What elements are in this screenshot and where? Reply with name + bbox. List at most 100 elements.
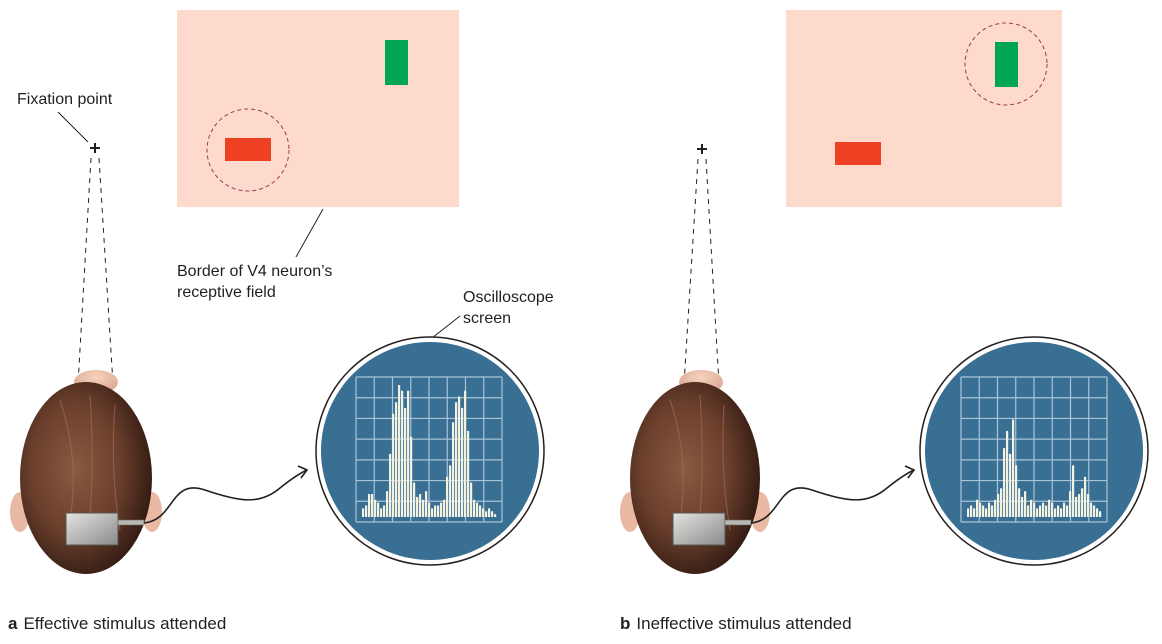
caption-b-letter: b bbox=[620, 614, 631, 633]
spike-histogram-bar bbox=[425, 491, 428, 517]
fixation-cross-a bbox=[90, 143, 100, 153]
caption-b-text: Ineffective stimulus attended bbox=[636, 614, 852, 633]
spike-histogram-bar bbox=[1081, 488, 1084, 517]
spike-histogram-bar bbox=[443, 499, 446, 517]
panel-a bbox=[10, 10, 545, 574]
spike-histogram-bar bbox=[1039, 505, 1042, 517]
cable-arrowhead-a bbox=[297, 465, 309, 479]
spike-histogram-bar bbox=[982, 505, 985, 517]
spike-histogram-bar bbox=[458, 396, 461, 517]
spike-histogram-bar bbox=[1003, 448, 1006, 517]
spike-histogram-bar bbox=[428, 502, 431, 517]
spike-histogram-bar bbox=[991, 505, 994, 517]
spike-histogram-bar bbox=[1012, 419, 1015, 517]
spike-histogram-bar bbox=[431, 508, 434, 517]
spike-histogram-bar bbox=[434, 505, 437, 517]
spike-histogram-bar bbox=[413, 482, 416, 517]
spike-histogram-bar bbox=[970, 505, 973, 517]
spike-histogram-bar bbox=[997, 494, 1000, 517]
red-stimulus-b bbox=[835, 142, 881, 165]
spike-histogram-bar bbox=[1006, 430, 1009, 517]
monkey-head-a bbox=[10, 370, 162, 574]
spike-histogram-bar bbox=[422, 499, 425, 517]
spike-histogram-bar bbox=[1087, 494, 1090, 517]
spike-histogram-bar bbox=[470, 482, 473, 517]
spike-histogram-bar bbox=[1096, 508, 1099, 517]
spike-histogram-bar bbox=[401, 390, 404, 517]
spike-histogram-bar bbox=[1030, 499, 1033, 517]
spike-histogram-bar bbox=[467, 430, 470, 517]
cable-a bbox=[143, 469, 308, 524]
oscilloscope-screen-a bbox=[315, 336, 545, 566]
recording-electrode-a bbox=[65, 512, 145, 546]
spike-histogram-bar bbox=[446, 476, 449, 517]
spike-histogram-bar bbox=[380, 508, 383, 517]
spike-histogram-bar bbox=[1033, 502, 1036, 517]
oscilloscope-screen-b bbox=[919, 336, 1149, 566]
spike-histogram-bar bbox=[395, 402, 398, 517]
gaze-line-left-a bbox=[77, 157, 92, 385]
spike-histogram-bar bbox=[1099, 511, 1102, 517]
spike-histogram-bar bbox=[365, 505, 368, 517]
spike-histogram-bar bbox=[1072, 465, 1075, 517]
green-stimulus-a bbox=[385, 40, 408, 85]
spike-histogram-bar bbox=[994, 499, 997, 517]
spike-histogram-bar bbox=[1045, 505, 1048, 517]
spike-histogram-bar bbox=[973, 508, 976, 517]
receptive-field-label-line1: Border of V4 neuron’s bbox=[177, 263, 333, 280]
spike-histogram-bar bbox=[461, 407, 464, 517]
spike-histogram-bar bbox=[1015, 465, 1018, 517]
spike-histogram-bar bbox=[979, 502, 982, 517]
spike-histogram-bar bbox=[362, 508, 365, 517]
spike-histogram-bar bbox=[1048, 499, 1051, 517]
spike-histogram-bar bbox=[485, 511, 488, 517]
oscilloscope-label-line1: Oscilloscope bbox=[463, 289, 554, 306]
spike-histogram-bar bbox=[482, 508, 485, 517]
recording-electrode-b bbox=[672, 512, 752, 546]
spike-histogram-bar bbox=[455, 402, 458, 517]
spike-histogram-bar bbox=[1093, 505, 1096, 517]
spike-histogram-bar bbox=[1018, 488, 1021, 517]
spike-histogram-bar bbox=[398, 385, 401, 517]
spike-histogram-bar bbox=[374, 499, 377, 517]
spike-histogram-bar bbox=[464, 390, 467, 517]
oscilloscope-label-line2: screen bbox=[463, 310, 512, 327]
caption-a-letter: a bbox=[8, 614, 18, 633]
spike-histogram-bar bbox=[1069, 491, 1072, 517]
fixation-point-label: Fixation point bbox=[17, 91, 113, 108]
spike-histogram-bar bbox=[452, 422, 455, 517]
visual-display-a bbox=[177, 10, 459, 207]
spike-histogram-bar bbox=[1021, 496, 1024, 517]
spike-histogram-bar bbox=[407, 390, 410, 517]
spike-histogram-bar bbox=[1054, 508, 1057, 517]
spike-histogram-bar bbox=[419, 494, 422, 517]
receptive-field-label-line2: receptive field bbox=[177, 284, 276, 301]
spike-histogram-bar bbox=[1036, 508, 1039, 517]
spike-histogram-bar bbox=[1084, 476, 1087, 517]
gaze-line-right-a bbox=[98, 157, 114, 385]
receptive-field-border-a bbox=[206, 108, 290, 192]
spike-histogram-bar bbox=[985, 508, 988, 517]
spike-histogram-bar bbox=[1009, 453, 1012, 517]
spike-histogram-bar bbox=[1051, 502, 1054, 517]
spike-histogram-bar bbox=[377, 502, 380, 517]
oscilloscope-leader-line bbox=[431, 315, 461, 339]
spike-histogram-bar bbox=[1066, 505, 1069, 517]
spike-histogram-bar bbox=[1042, 502, 1045, 517]
border-leader-line bbox=[295, 208, 324, 258]
spike-histogram-bar bbox=[389, 453, 392, 517]
spike-histogram-bar bbox=[1000, 488, 1003, 517]
spike-histogram-bar bbox=[368, 494, 371, 517]
caption-a-text: Effective stimulus attended bbox=[23, 614, 227, 633]
red-stimulus-a bbox=[225, 138, 271, 161]
spike-histogram-bar bbox=[392, 413, 395, 517]
spike-histogram-bar bbox=[473, 499, 476, 517]
gaze-line-right-b bbox=[705, 158, 720, 385]
spike-histogram-bar bbox=[410, 436, 413, 517]
spike-histogram-bar bbox=[488, 508, 491, 517]
spike-histogram-bar bbox=[1090, 502, 1093, 517]
spike-histogram-bar bbox=[988, 502, 991, 517]
spike-histogram-bar bbox=[383, 505, 386, 517]
spike-histogram-bar bbox=[449, 465, 452, 517]
